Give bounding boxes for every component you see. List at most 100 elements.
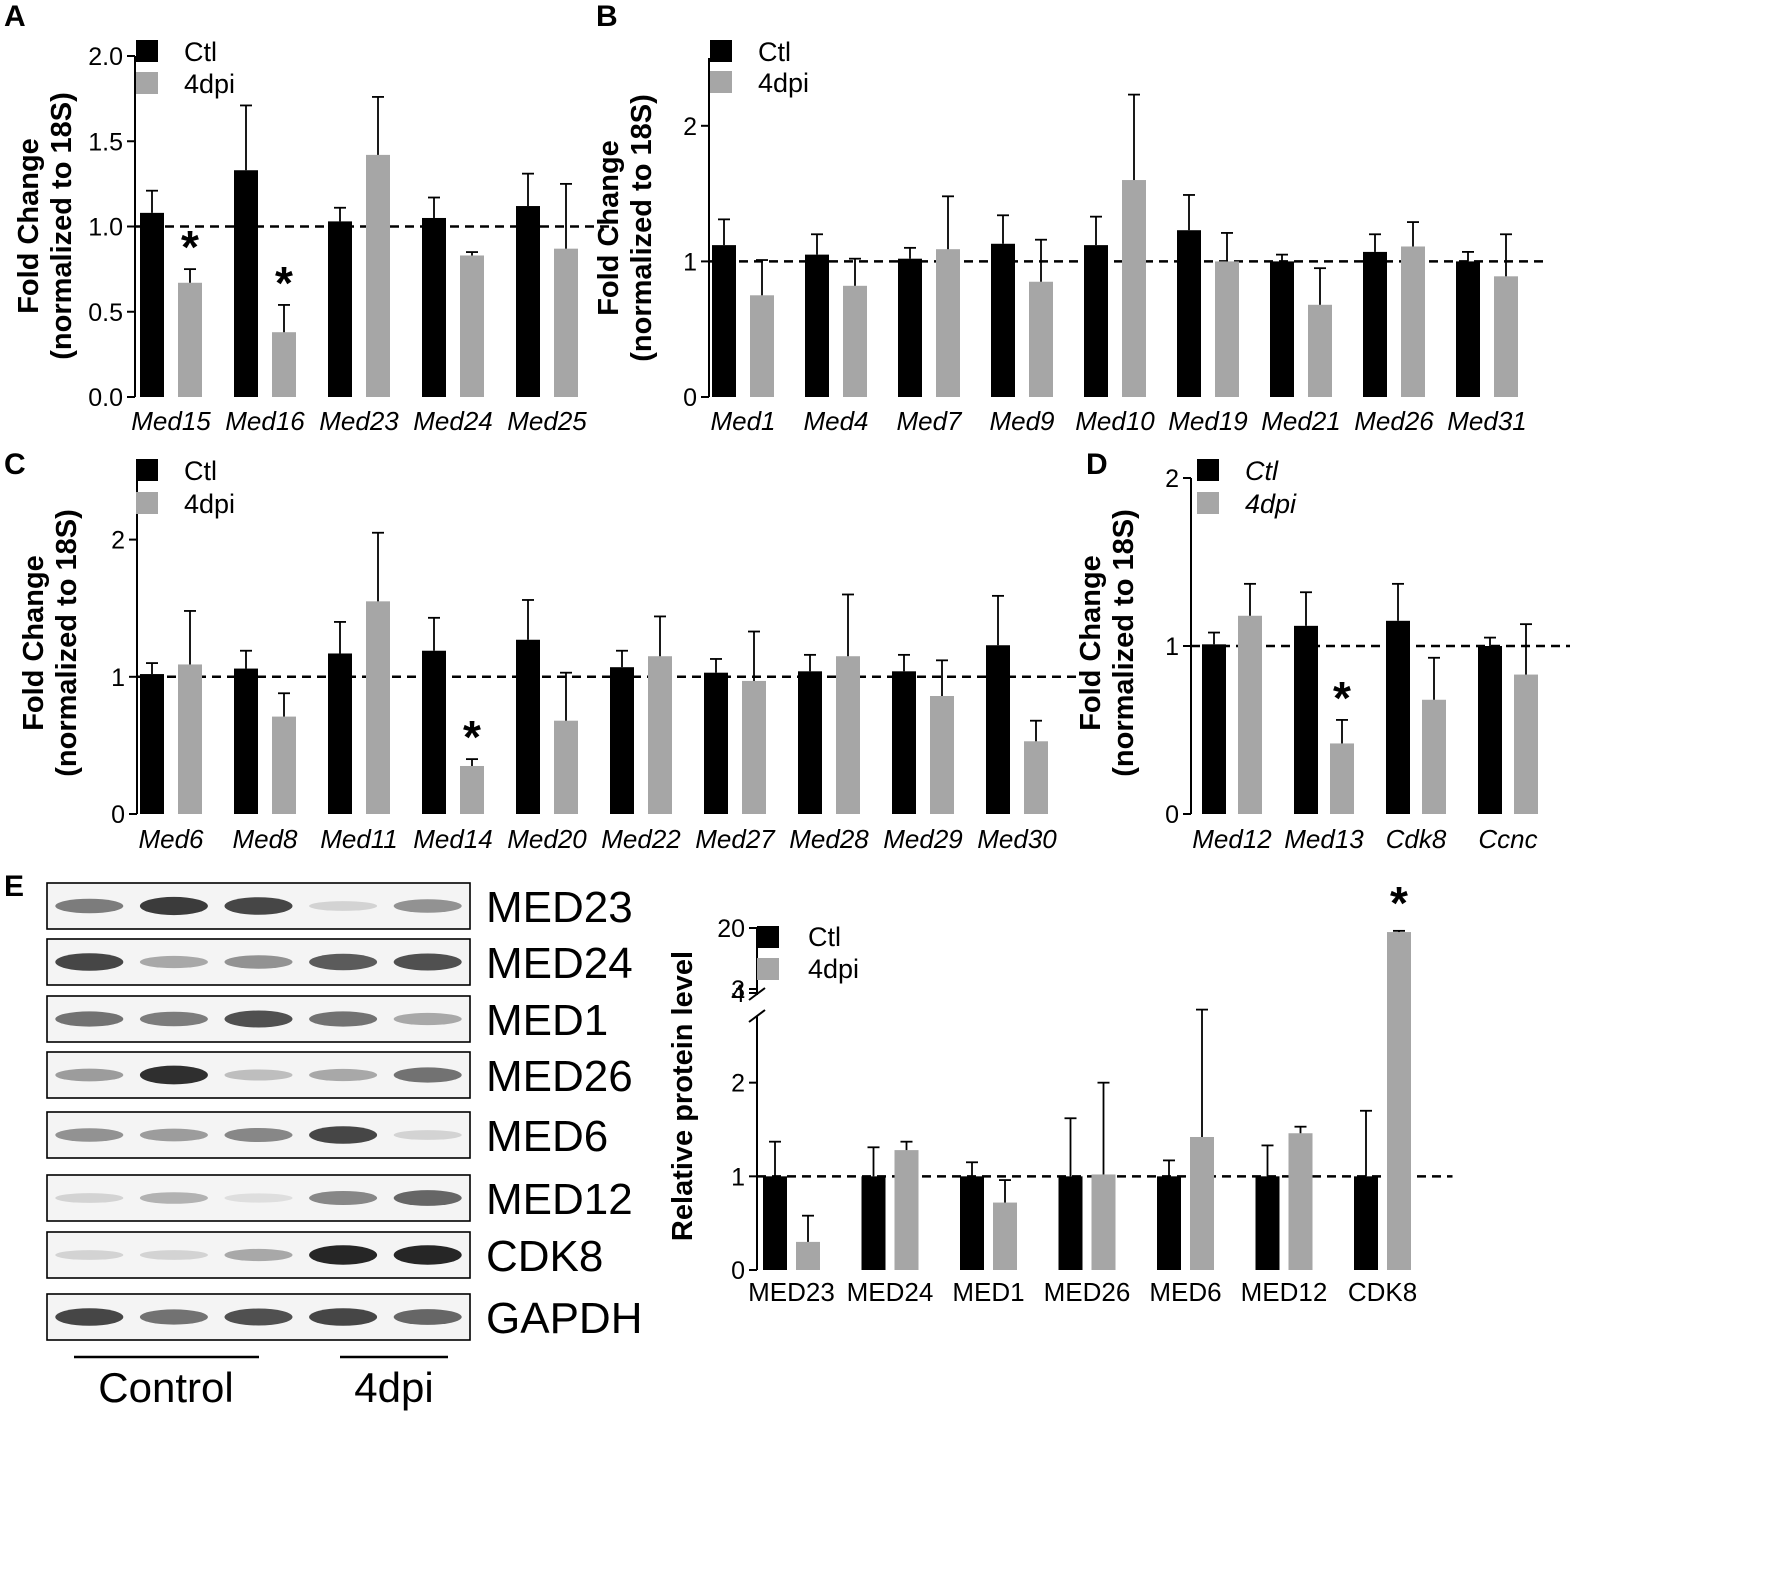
bar-4dpi — [1387, 989, 1411, 1270]
western-blot: E MED23 MED24 MED1 MED26 MED6 MED12 CDK8 GAPDH Co… — [4, 870, 642, 1411]
blot-band — [393, 1245, 462, 1265]
legend-swatch-ctl — [136, 459, 158, 481]
bar-ctl — [1363, 251, 1387, 397]
y-axis-label: Fold Change(normalized to 18S) — [18, 509, 83, 777]
legend-swatch-4dpi — [136, 492, 158, 514]
blot-band — [224, 897, 293, 915]
category-label: Med22 — [601, 824, 681, 854]
bar-4dpi — [554, 720, 578, 814]
category-label: Med13 — [1284, 824, 1364, 854]
bar-4dpi — [1494, 276, 1518, 397]
bar-ctl — [960, 1176, 984, 1270]
blot-band — [55, 898, 124, 914]
legend-swatch-4dpi — [136, 72, 158, 94]
bar-4dpi — [366, 601, 390, 814]
blot-label: MED1 — [486, 996, 608, 1045]
y-tick-label: 0 — [683, 384, 697, 412]
bar-ctl — [328, 653, 352, 814]
legend-swatch-ctl — [710, 40, 732, 62]
panel-d: D 0 1 2 Fold Change(normalized to 18S) Med12 *… — [1075, 448, 1570, 854]
bar-4dpi — [1401, 246, 1425, 397]
bar-4dpi — [1024, 741, 1048, 814]
y-tick-label: 0 — [731, 1257, 745, 1285]
category-label: Med16 — [225, 406, 305, 436]
blot-band — [55, 1193, 124, 1203]
y-axis-label-line: (normalized to 18S) — [1108, 509, 1140, 777]
category-label: Med19 — [1168, 406, 1248, 436]
category-label: Med9 — [989, 406, 1054, 436]
blot-strip: MED6 — [46, 1111, 608, 1161]
panel-letter: E — [4, 870, 24, 903]
y-tick-label: 0 — [1165, 801, 1179, 829]
bar-ctl — [234, 668, 258, 814]
y-tick-label: 2.0 — [88, 43, 123, 71]
y-axis-label-line: Fold Change — [13, 138, 45, 314]
legend-swatch-4dpi — [1197, 492, 1219, 514]
y-tick-label: 2 — [1165, 465, 1179, 493]
bar-ctl — [1386, 620, 1410, 814]
bar-ctl — [516, 206, 540, 397]
bar-4dpi — [1122, 180, 1146, 397]
category-label: Med23 — [319, 406, 399, 436]
bar-ctl — [1354, 1176, 1378, 1270]
y-axis-label: Fold Change(normalized to 18S) — [1075, 509, 1140, 777]
category-label: MED6 — [1149, 1277, 1221, 1307]
bar-4dpi — [554, 248, 578, 397]
y-axis-label-line: Fold Change — [593, 140, 625, 316]
blot-band — [139, 955, 208, 969]
y-tick-label: 1 — [1165, 633, 1179, 661]
blot-band — [224, 1308, 293, 1326]
bar-4dpi — [936, 249, 960, 397]
y-tick-label: 1 — [683, 248, 697, 276]
blot-strip: MED1 — [46, 995, 608, 1045]
legend-swatch-4dpi — [757, 958, 779, 980]
bar-ctl — [422, 217, 446, 397]
blot-label: MED26 — [486, 1052, 633, 1101]
category-label: MED24 — [847, 1277, 934, 1307]
category-label: Med10 — [1075, 406, 1155, 436]
blot-band — [139, 1128, 208, 1142]
category-label: Med29 — [883, 824, 963, 854]
bar-ctl — [1157, 1176, 1181, 1270]
blot-band — [139, 1011, 208, 1027]
category-label: Med21 — [1261, 406, 1341, 436]
bar-4dpi — [750, 295, 774, 397]
bar-ctl — [712, 245, 736, 397]
group-label: 4dpi — [354, 1364, 433, 1411]
bar-4dpi — [178, 664, 202, 814]
y-axis-label-line: Fold Change — [18, 555, 50, 731]
blot-band — [224, 1069, 293, 1081]
bar-4dpi — [366, 154, 390, 397]
blot-band — [55, 1128, 124, 1142]
y-tick-label: 1 — [731, 1163, 745, 1191]
blot-band — [393, 1309, 462, 1325]
panel-letter: D — [1086, 448, 1108, 481]
blot-band — [55, 1068, 124, 1082]
blot-band — [139, 1250, 208, 1260]
bar-ctl — [140, 674, 164, 814]
category-label: Med6 — [138, 824, 204, 854]
y-axis-label: Fold Change(normalized to 18S) — [13, 92, 78, 360]
blot-band — [309, 1308, 378, 1326]
y-tick-label: 2 — [731, 1070, 745, 1098]
bar-4dpi — [1422, 699, 1446, 814]
bar-4dpi — [993, 1202, 1017, 1270]
blot-label: GAPDH — [486, 1294, 642, 1343]
category-label: CDK8 — [1348, 1277, 1417, 1307]
legend-label-ctl: Ctl — [1245, 456, 1279, 486]
blot-band — [309, 1245, 378, 1265]
blot-band — [55, 1308, 124, 1326]
category-label: Cdk8 — [1386, 824, 1447, 854]
significance-star: * — [275, 257, 293, 309]
bar-ctl — [1084, 245, 1108, 397]
blot-band — [309, 953, 378, 971]
bar-ctl — [892, 671, 916, 814]
panel-letter: C — [4, 448, 26, 481]
bar-ctl — [234, 170, 258, 397]
panel-e-chart: 0 1 2 34 20 Relative protein level MED23 MED24 M… — [667, 877, 1453, 1307]
blot-strip: MED23 — [46, 882, 633, 932]
blot-band — [393, 1130, 462, 1140]
bar-ctl — [861, 1176, 886, 1270]
blot-label: CDK8 — [486, 1232, 603, 1281]
blot-band — [224, 1193, 293, 1203]
